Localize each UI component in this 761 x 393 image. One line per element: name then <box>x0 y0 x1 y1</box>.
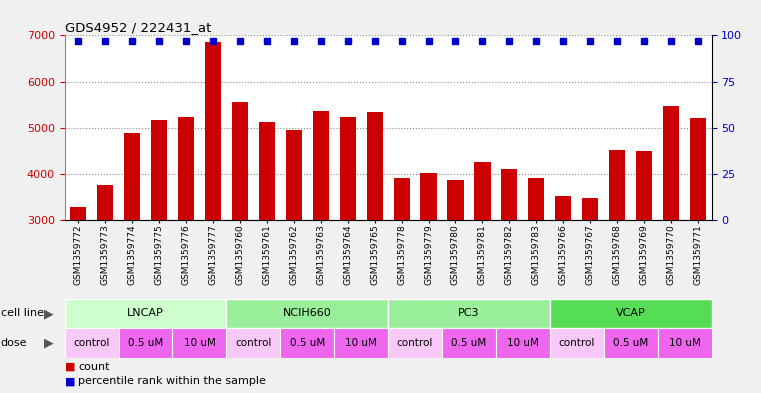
Text: control: control <box>74 338 110 348</box>
Bar <box>474 162 491 220</box>
Text: count: count <box>78 362 110 372</box>
Bar <box>97 185 113 220</box>
Text: 0.5 uM: 0.5 uM <box>613 338 648 348</box>
Text: 0.5 uM: 0.5 uM <box>451 338 486 348</box>
Bar <box>658 328 712 358</box>
Bar <box>609 151 626 220</box>
Bar <box>205 42 221 220</box>
Bar <box>421 173 437 220</box>
Text: ▶: ▶ <box>44 307 54 320</box>
Bar <box>280 328 334 358</box>
Bar <box>119 328 173 358</box>
Bar <box>232 102 248 220</box>
Bar <box>636 151 652 220</box>
Text: percentile rank within the sample: percentile rank within the sample <box>78 376 266 386</box>
Bar <box>339 117 356 220</box>
Bar <box>663 106 679 220</box>
Bar <box>313 111 329 220</box>
Bar <box>501 169 517 220</box>
Text: GDS4952 / 222431_at: GDS4952 / 222431_at <box>65 21 211 34</box>
Bar <box>388 299 550 328</box>
Bar <box>259 122 275 220</box>
Text: VCAP: VCAP <box>616 309 645 318</box>
Bar <box>393 178 409 220</box>
Bar <box>447 180 463 220</box>
Text: PC3: PC3 <box>458 309 479 318</box>
Text: 10 uM: 10 uM <box>507 338 539 348</box>
Text: cell line: cell line <box>1 309 44 318</box>
Text: ▶: ▶ <box>44 336 54 349</box>
Text: control: control <box>235 338 272 348</box>
Bar <box>388 328 442 358</box>
Bar <box>690 118 706 220</box>
Bar <box>496 328 550 358</box>
Bar <box>556 196 572 220</box>
Text: 10 uM: 10 uM <box>183 338 215 348</box>
Text: dose: dose <box>1 338 27 348</box>
Bar <box>124 133 140 220</box>
Bar <box>550 299 712 328</box>
Bar <box>603 328 658 358</box>
Text: control: control <box>397 338 433 348</box>
Text: 10 uM: 10 uM <box>669 338 701 348</box>
Bar <box>65 299 227 328</box>
Text: ■: ■ <box>65 376 75 386</box>
Bar <box>528 178 544 220</box>
Bar <box>550 328 603 358</box>
Bar <box>582 198 598 220</box>
Text: control: control <box>559 338 595 348</box>
Bar <box>178 117 194 220</box>
Bar <box>442 328 496 358</box>
Bar <box>227 299 388 328</box>
Text: LNCAP: LNCAP <box>127 309 164 318</box>
Bar <box>173 328 227 358</box>
Bar <box>65 328 119 358</box>
Text: 0.5 uM: 0.5 uM <box>128 338 163 348</box>
Text: NCIH660: NCIH660 <box>283 309 332 318</box>
Bar <box>151 120 167 220</box>
Bar <box>334 328 388 358</box>
Text: 10 uM: 10 uM <box>345 338 377 348</box>
Bar <box>367 112 383 220</box>
Bar <box>70 207 86 220</box>
Text: 0.5 uM: 0.5 uM <box>290 338 325 348</box>
Bar <box>285 130 302 220</box>
Text: ■: ■ <box>65 362 75 372</box>
Bar <box>227 328 280 358</box>
